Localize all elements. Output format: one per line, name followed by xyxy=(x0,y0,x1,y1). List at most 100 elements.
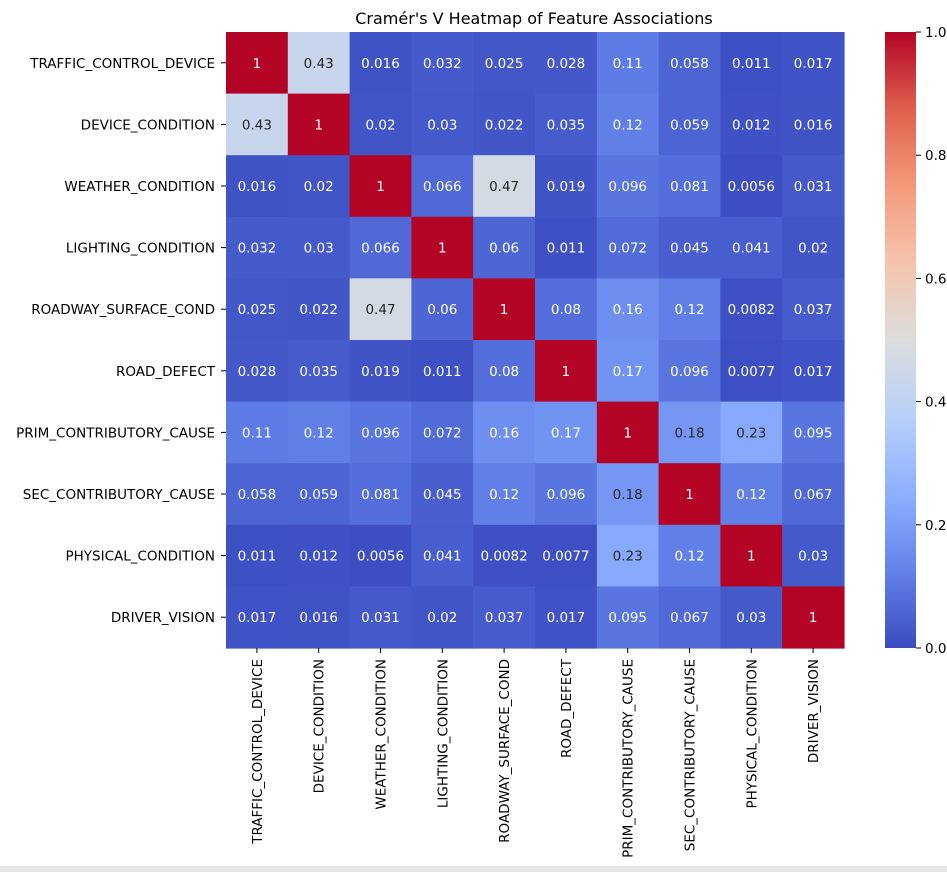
heatmap-cell xyxy=(720,155,783,218)
heatmap-cell xyxy=(411,463,474,526)
heatmap-cell xyxy=(596,586,660,649)
x-tick-label: WEATHER_CONDITION xyxy=(374,659,390,810)
x-tick-label: LIGHTING_CONDITION xyxy=(435,659,451,808)
cell-value-label: 0.011 xyxy=(732,56,771,72)
y-axis-ticks: TRAFFIC_CONTROL_DEVICE DEVICE_CONDITION WE… xyxy=(16,56,226,626)
cell-value-label: 0.067 xyxy=(794,487,833,503)
heatmap-cell xyxy=(349,340,412,403)
cell-value-label: 0.011 xyxy=(423,364,462,380)
heatmap-cell xyxy=(226,155,289,218)
cell-value-label: 0.0082 xyxy=(480,549,527,565)
heatmap-cell xyxy=(658,155,721,218)
cell-value-label: 1 xyxy=(562,364,571,380)
heatmap-cell xyxy=(596,463,660,526)
cell-value-label: 0.016 xyxy=(794,117,833,133)
cell-value-label: 0.12 xyxy=(613,117,643,133)
heatmap-cell xyxy=(411,32,474,95)
cell-value-label: 0.028 xyxy=(547,56,586,72)
y-tick-label: SEC_CONTRIBUTORY_CAUSE xyxy=(23,487,215,503)
heatmap-cell xyxy=(349,155,412,218)
heatmap-cell xyxy=(596,216,660,279)
cell-value-label: 0.067 xyxy=(670,610,709,626)
heatmap-cell xyxy=(287,93,351,156)
cell-value-labels: 1 0.43 0.016 0.032 0.025 0.028 0.11 0.058 0.011 0… xyxy=(238,56,833,626)
x-axis-ticks: TRAFFIC_CONTROL_DEVICE DEVICE_CONDITION WE… xyxy=(250,648,822,858)
heatmap-cell xyxy=(349,586,412,649)
cell-value-label: 0.47 xyxy=(365,302,395,318)
heatmap-cell xyxy=(596,155,660,218)
heatmap-cell xyxy=(226,32,289,95)
cell-value-label: 1 xyxy=(809,610,818,626)
cell-value-label: 0.059 xyxy=(299,487,338,503)
heatmap-cell xyxy=(226,586,289,649)
heatmap-cell xyxy=(782,93,845,156)
cell-value-label: 0.066 xyxy=(423,179,462,195)
heatmap-cell xyxy=(473,155,536,218)
cell-value-label: 0.0077 xyxy=(728,364,775,380)
x-tick-label: TRAFFIC_CONTROL_DEVICE xyxy=(250,659,266,845)
y-tick-label: LIGHTING_CONDITION xyxy=(66,241,215,257)
heatmap-cell xyxy=(287,278,351,341)
cell-value-label: 0.16 xyxy=(613,302,643,318)
cell-value-label: 0.019 xyxy=(547,179,586,195)
colorbar-tick-label: 1.0 xyxy=(925,25,946,41)
cell-value-label: 0.096 xyxy=(608,179,647,195)
cell-value-label: 0.0077 xyxy=(542,549,589,565)
cell-value-label: 0.041 xyxy=(732,241,771,257)
x-tick-label: PHYSICAL_CONDITION xyxy=(744,659,760,809)
x-tick-label: ROAD_DEFECT xyxy=(559,658,575,758)
colorbar-tick-label: 0.0 xyxy=(925,641,946,657)
heatmap-cell xyxy=(596,278,660,341)
cell-value-label: 1 xyxy=(314,117,323,133)
cell-value-label: 1 xyxy=(438,241,447,257)
cell-value-label: 0.12 xyxy=(736,487,766,503)
heatmap-cell xyxy=(226,216,289,279)
x-tick-label: DRIVER_VISION xyxy=(806,659,822,763)
cell-value-label: 0.035 xyxy=(299,364,338,380)
cell-value-label: 1 xyxy=(253,56,262,72)
cell-value-label: 0.022 xyxy=(299,302,338,318)
cell-value-label: 0.037 xyxy=(794,302,833,318)
cell-value-label: 1 xyxy=(500,302,509,318)
heatmap-cell xyxy=(596,401,660,464)
heatmap-cell xyxy=(535,155,598,218)
colorbar-ticks: 0.0 0.2 0.4 0.6 0.8 1.0 xyxy=(916,25,946,657)
cell-value-label: 0.012 xyxy=(732,117,771,133)
cell-value-label: 0.066 xyxy=(361,241,400,257)
heatmap-cell xyxy=(782,340,845,403)
x-tick-label: PRIM_CONTRIBUTORY_CAUSE xyxy=(621,659,637,858)
colorbar-tick-label: 0.6 xyxy=(925,271,946,287)
cell-value-label: 0.072 xyxy=(423,425,462,441)
heatmap-cell xyxy=(349,278,412,341)
cell-value-label: 0.028 xyxy=(238,364,277,380)
heatmap-cell xyxy=(782,401,845,464)
heatmap-cell xyxy=(596,340,660,403)
heatmap-cell xyxy=(411,93,474,156)
heatmap-cell xyxy=(658,586,721,649)
y-tick-label: DEVICE_CONDITION xyxy=(81,117,215,133)
cell-value-label: 0.18 xyxy=(674,425,704,441)
heatmap-cell xyxy=(720,93,783,156)
x-tick-label: DEVICE_CONDITION xyxy=(312,659,328,793)
heatmap-cell xyxy=(535,524,598,587)
heatmap-cell xyxy=(473,401,536,464)
cell-value-label: 0.12 xyxy=(674,302,704,318)
cell-value-label: 0.017 xyxy=(794,56,833,72)
cell-value-label: 0.081 xyxy=(361,487,400,503)
bottom-strip xyxy=(0,866,947,872)
heatmap-cell xyxy=(473,340,536,403)
cell-value-label: 0.045 xyxy=(423,487,462,503)
heatmap-cell xyxy=(287,340,351,403)
heatmap-cell xyxy=(720,32,783,95)
heatmap-cell xyxy=(287,524,351,587)
heatmap-cell xyxy=(782,524,845,587)
y-tick-label: ROADWAY_SURFACE_COND xyxy=(31,302,215,318)
heatmap-cell xyxy=(411,216,474,279)
heatmap-cell xyxy=(658,340,721,403)
heatmap-cell xyxy=(535,278,598,341)
heatmap-cell xyxy=(287,155,351,218)
cell-value-label: 0.095 xyxy=(608,610,647,626)
cell-value-label: 0.045 xyxy=(670,241,709,257)
heatmap-cell xyxy=(535,463,598,526)
